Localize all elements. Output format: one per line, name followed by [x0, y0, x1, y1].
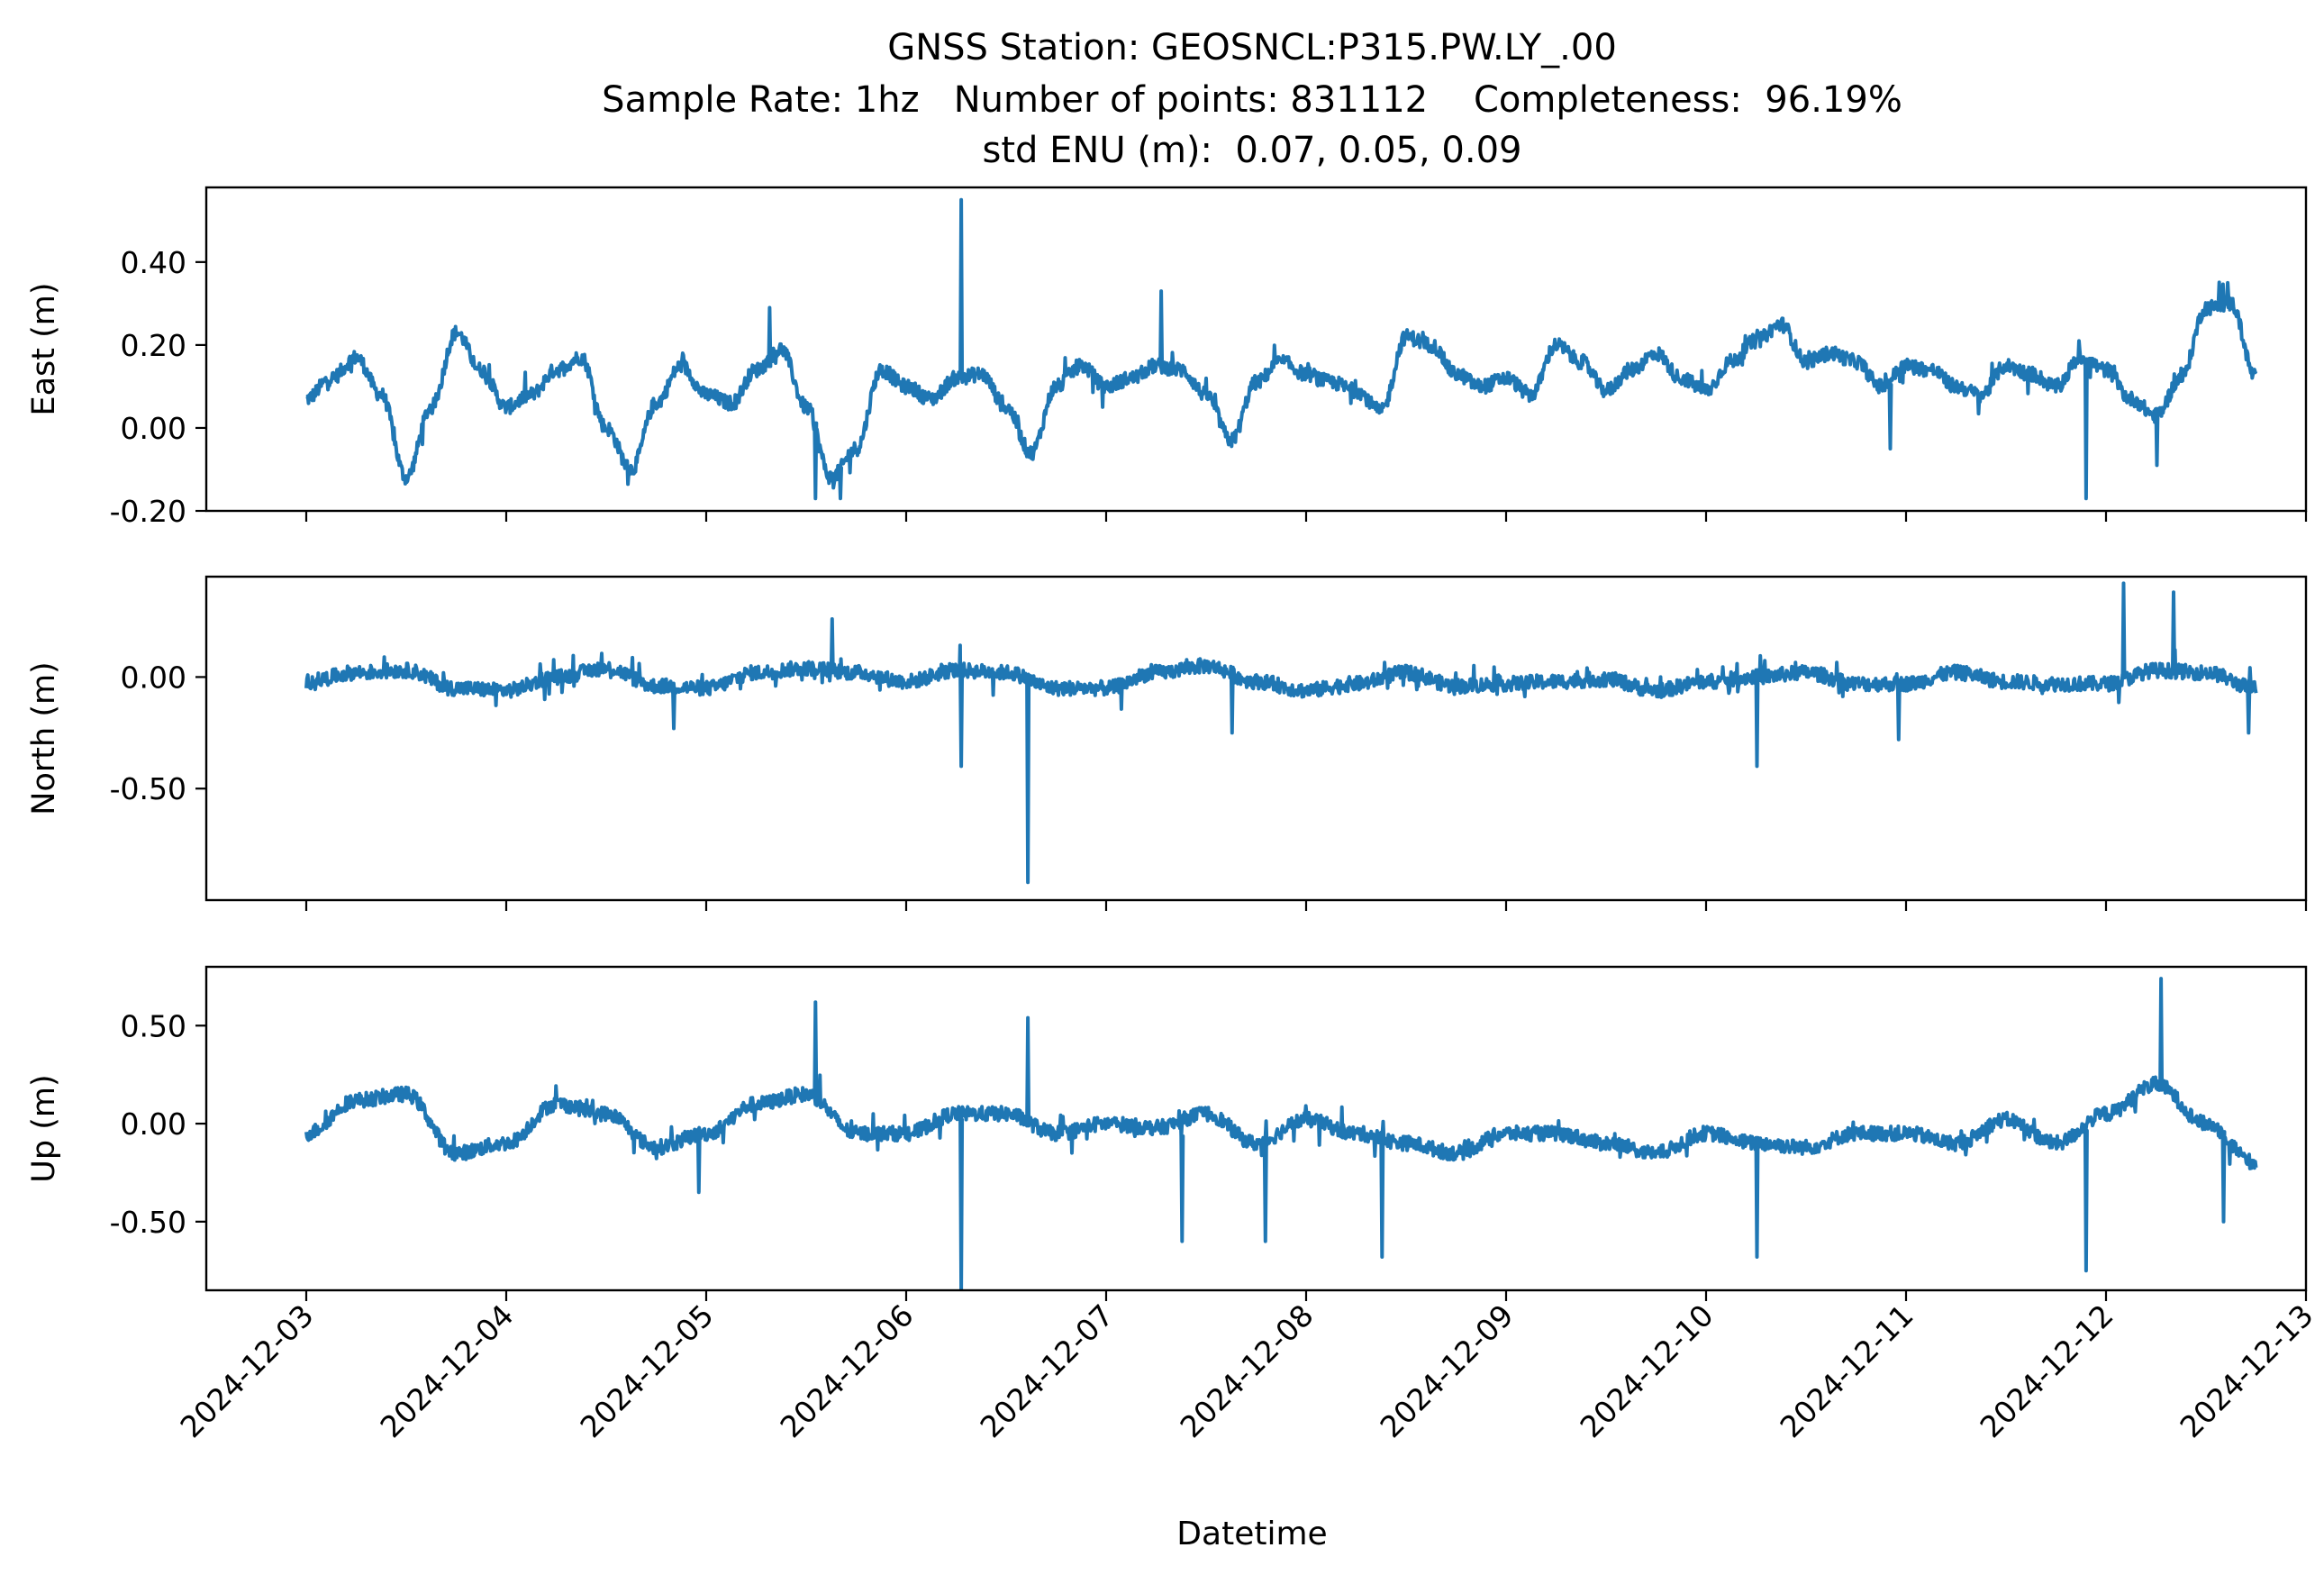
y-tick-label: -0.20 — [110, 494, 186, 529]
chart-subtitle-std: std ENU (m): 0.07, 0.05, 0.09 — [983, 130, 1522, 171]
y-tick-label: 0.40 — [121, 245, 186, 280]
series-line-1 — [304, 197, 2258, 501]
chart-title: GNSS Station: GEOSNCL:P315.PW.LY_.00 — [887, 27, 1617, 68]
y-tick-label: -0.50 — [110, 771, 186, 806]
y-axis-label: North (m) — [26, 661, 62, 815]
series-line-3 — [304, 977, 2258, 1290]
y-tick-label: -0.50 — [110, 1205, 186, 1240]
y-tick-label: 0.50 — [121, 1008, 186, 1043]
y-tick-label: 0.00 — [121, 411, 186, 446]
series-line-2 — [304, 581, 2258, 885]
y-axis-label: Up (m) — [26, 1074, 62, 1182]
x-axis-label: Datetime — [1176, 1516, 1327, 1552]
axes-frame — [204, 575, 2308, 902]
chart-subtitle: Sample Rate: 1hz Number of points: 83111… — [602, 79, 1902, 121]
y-tick-label: 0.20 — [121, 328, 186, 363]
panel-2: -0.50 0.00 North (m) — [26, 575, 2308, 911]
y-tick-label: 0.00 — [121, 660, 186, 695]
axes-frame — [204, 186, 2308, 513]
panel-1: -0.20 0.00 0.20 0.40 East (m) — [26, 186, 2308, 529]
y-tick-label: 0.00 — [121, 1106, 186, 1142]
y-axis-label: East (m) — [26, 282, 62, 415]
axes-frame — [204, 965, 2308, 1292]
